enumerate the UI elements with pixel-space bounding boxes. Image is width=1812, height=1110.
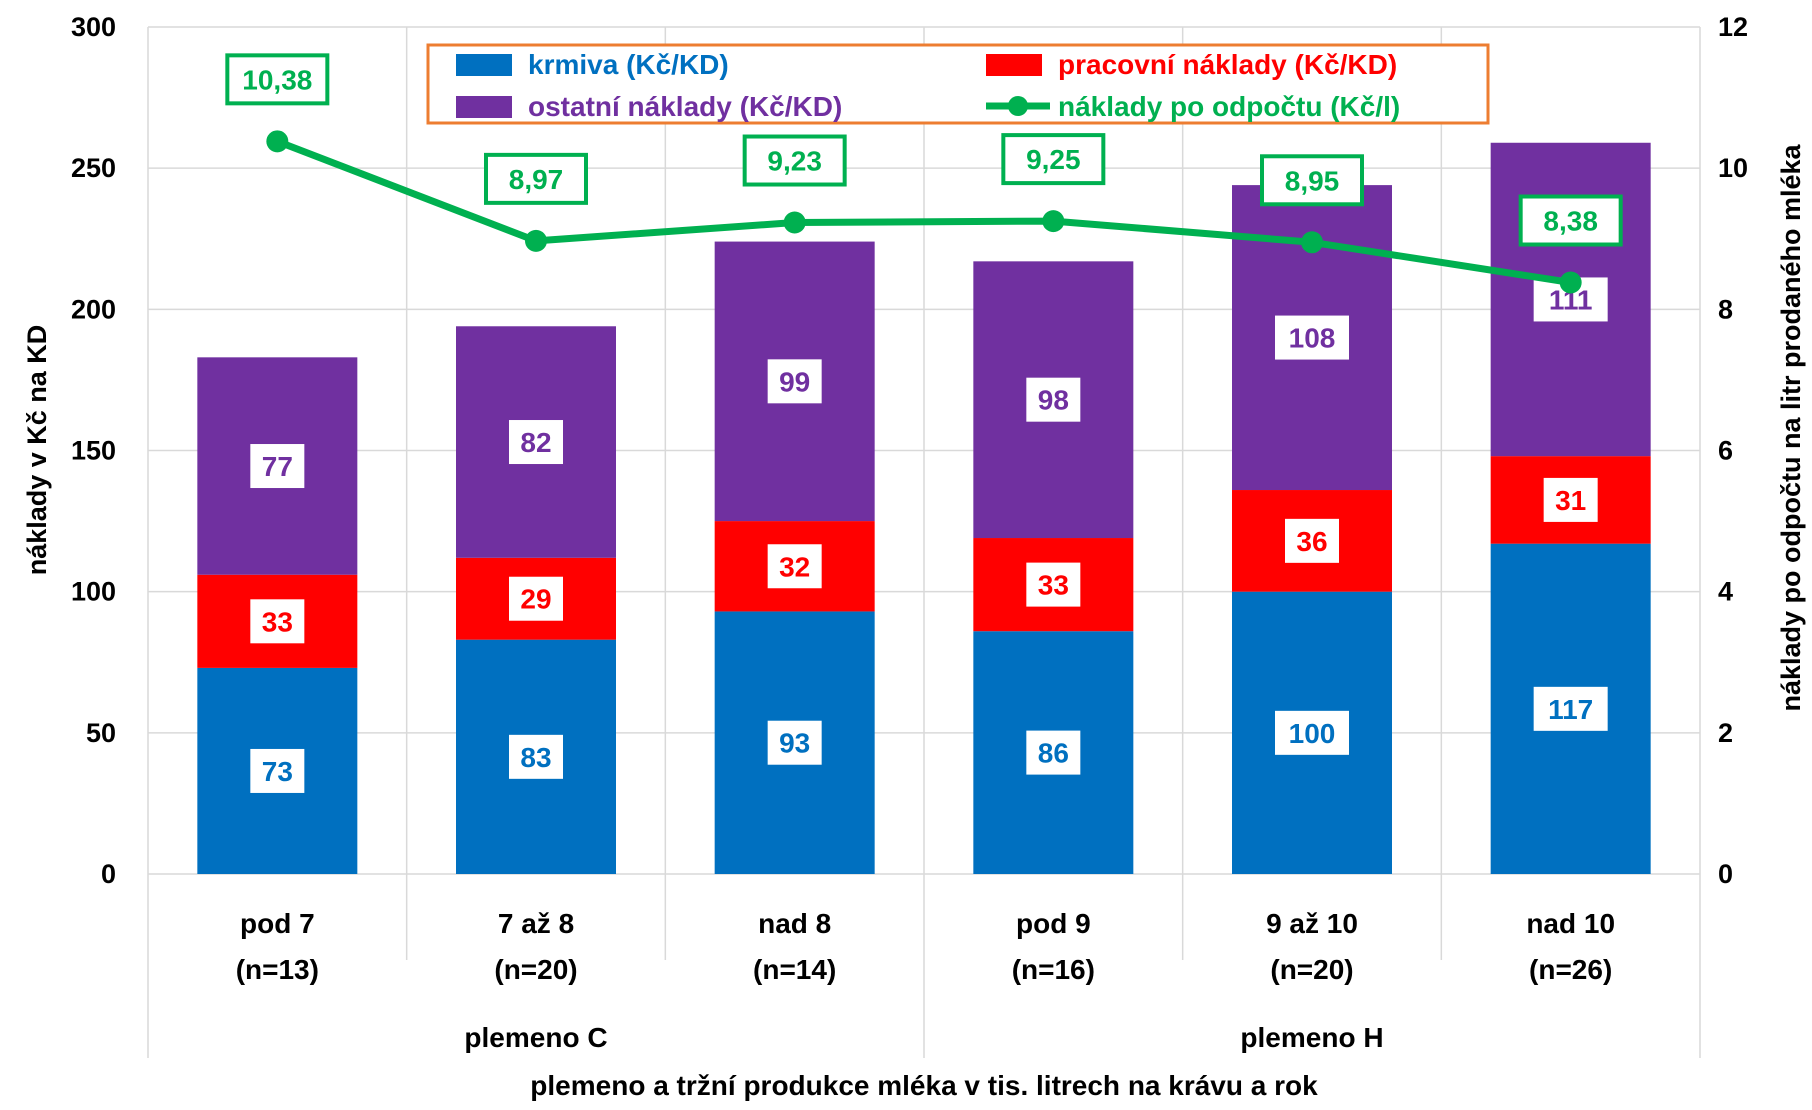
- y-tick-label: 0: [101, 859, 116, 889]
- group-label: plemeno H: [1240, 1022, 1383, 1053]
- data-label: 82: [520, 427, 551, 458]
- line-point: [1042, 210, 1065, 233]
- x-tick-count: (n=26): [1529, 954, 1612, 985]
- y-tick-label: 300: [71, 12, 116, 42]
- x-tick-count: (n=16): [1012, 954, 1095, 985]
- line-point: [783, 211, 806, 234]
- y2-tick-label: 8: [1718, 294, 1733, 324]
- y2-tick-label: 10: [1718, 153, 1748, 183]
- y2-tick-label: 0: [1718, 859, 1733, 889]
- line-label: 8,95: [1285, 165, 1340, 196]
- legend-label: ostatní náklady (Kč/KD): [528, 91, 842, 122]
- line-point: [1301, 231, 1323, 254]
- data-label-box: [1026, 730, 1081, 775]
- line-label: 8,38: [1543, 206, 1598, 237]
- data-label: 108: [1289, 323, 1336, 354]
- line-point: [266, 130, 289, 153]
- data-label: 117: [1548, 694, 1593, 725]
- legend-swatch: [456, 96, 512, 118]
- data-label-box: [1275, 710, 1349, 755]
- data-label-box: [767, 544, 822, 589]
- group-label: plemeno C: [464, 1022, 607, 1053]
- line-label: 8,97: [509, 164, 564, 195]
- data-label: 31: [1555, 485, 1586, 516]
- y-tick-label: 100: [71, 577, 116, 607]
- line-label-box: [225, 53, 330, 106]
- data-label-box: [1026, 377, 1081, 422]
- line-label-box: [1260, 154, 1364, 207]
- data-label: 98: [1038, 385, 1069, 416]
- data-label-box: [509, 420, 563, 465]
- y2-tick-label: 2: [1718, 718, 1733, 748]
- y-tick-label: 50: [86, 718, 116, 748]
- data-label-box: [509, 576, 563, 621]
- x-tick-label: nad 10: [1526, 908, 1615, 939]
- x-tick-count: (n=20): [1270, 954, 1353, 985]
- y-tick-label: 150: [71, 436, 116, 466]
- y2-axis-title: náklady po odpočtu na litr prodaného mlé…: [1776, 143, 1806, 711]
- y-tick-label: 250: [71, 153, 116, 183]
- data-label-box: [509, 734, 563, 779]
- data-label-box: [250, 748, 305, 793]
- line-label: 10,38: [242, 64, 312, 95]
- data-label-box: [767, 359, 822, 404]
- y-tick-label: 200: [71, 294, 116, 324]
- data-label: 73: [262, 756, 293, 787]
- x-axis-title: plemeno a tržní produkce mléka v tis. li…: [530, 1070, 1318, 1101]
- x-tick-label: 7 až 8: [498, 908, 574, 939]
- line-point: [1559, 271, 1582, 294]
- y2-tick-label: 6: [1718, 436, 1733, 466]
- data-label: 77: [262, 451, 293, 482]
- data-label: 33: [1038, 570, 1069, 601]
- x-tick-count: (n=13): [236, 954, 319, 985]
- data-label: 93: [779, 728, 810, 759]
- legend-box: [426, 43, 1490, 125]
- data-label-box: [250, 599, 305, 644]
- x-tick-label: pod 7: [240, 908, 315, 939]
- x-tick-count: (n=20): [494, 954, 577, 985]
- line-label-box: [1518, 194, 1623, 247]
- data-label-box: [1543, 477, 1598, 522]
- x-tick-label: pod 9: [1016, 908, 1091, 939]
- legend-swatch: [456, 54, 512, 76]
- x-tick-label: nad 8: [758, 908, 831, 939]
- data-label-box: [767, 720, 822, 765]
- y-axis-title: náklady v Kč na KD: [22, 325, 52, 576]
- data-label: 29: [520, 584, 551, 615]
- data-label-box: [1533, 686, 1608, 731]
- legend-swatch-marker: [1008, 96, 1028, 116]
- line-label: 9,23: [767, 146, 822, 177]
- legend-label: krmiva (Kč/KD): [528, 49, 729, 80]
- legend-label: náklady po odpočtu (Kč/l): [1058, 91, 1400, 122]
- line-label: 9,25: [1026, 144, 1081, 175]
- line-point: [525, 229, 547, 252]
- data-label: 36: [1296, 526, 1327, 557]
- x-tick-label: 9 až 10: [1266, 908, 1358, 939]
- data-label-box: [1285, 518, 1339, 563]
- data-label: 83: [520, 742, 551, 773]
- data-label: 86: [1038, 738, 1069, 769]
- data-label: 99: [779, 366, 810, 397]
- legend-label: pracovní náklady (Kč/KD): [1058, 49, 1397, 80]
- data-label: 33: [262, 606, 293, 637]
- y2-tick-label: 4: [1718, 577, 1733, 607]
- line-label-box: [1001, 133, 1106, 186]
- data-label: 100: [1289, 718, 1336, 749]
- x-tick-count: (n=14): [753, 954, 836, 985]
- line-label-box: [484, 152, 588, 205]
- data-label-box: [250, 444, 305, 489]
- data-label-box: [1275, 315, 1349, 360]
- data-label-box: [1026, 562, 1081, 607]
- line-label-box: [742, 134, 847, 187]
- legend-swatch: [986, 54, 1042, 76]
- line-series: [276, 138, 1572, 286]
- y2-tick-label: 12: [1718, 12, 1748, 42]
- data-label: 32: [779, 551, 810, 582]
